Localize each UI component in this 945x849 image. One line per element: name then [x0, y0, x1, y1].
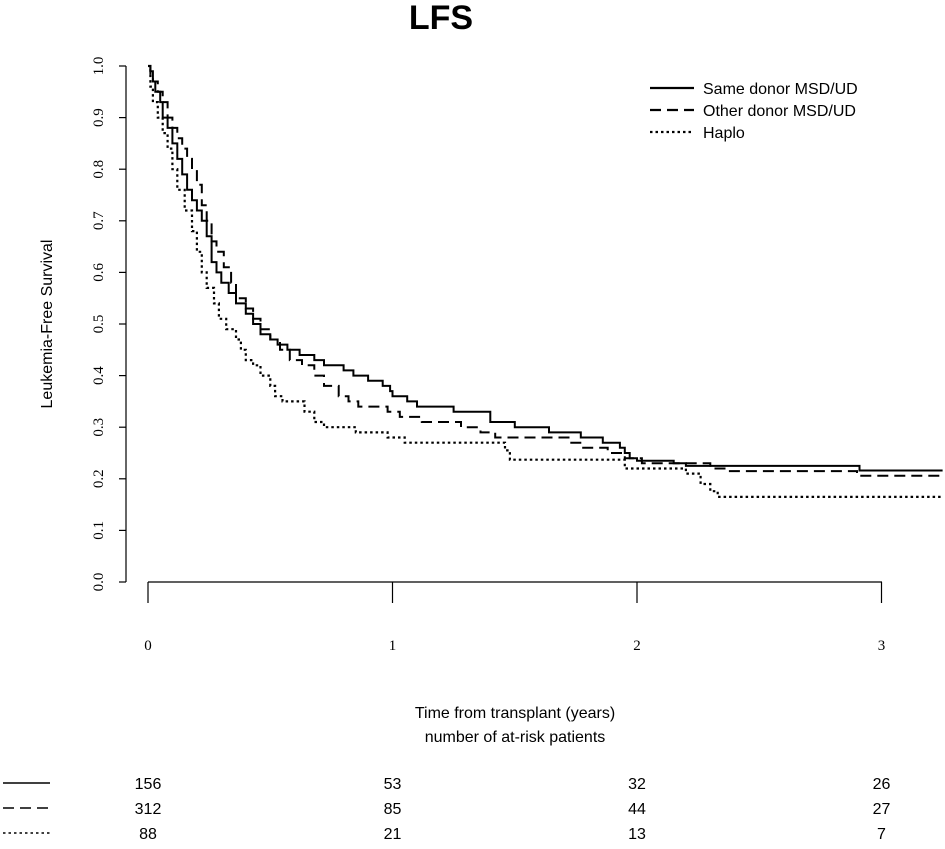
x-tick-label: 1: [389, 638, 397, 654]
y-tick-label: 0.6: [91, 263, 107, 282]
plot-area: 0.0 0.1 0.2 0.3 0.4 0.5 0.6 0.7 0.8 0.9 1.0 0 1 2 3: [91, 57, 943, 654]
at-risk-count: 312: [135, 801, 162, 818]
at-risk-count: 32: [628, 776, 646, 793]
at-risk-count: 44: [628, 801, 646, 818]
y-tick-label: 0.1: [91, 521, 107, 540]
y-tick-label: 0.0: [91, 573, 107, 592]
y-tick-label: 0.7: [91, 211, 107, 230]
series-line-1: [148, 65, 943, 472]
legend-label-2: Other donor MSD/UD: [703, 103, 856, 120]
at-risk-count: 88: [139, 826, 157, 843]
at-risk-count: 21: [384, 826, 402, 843]
y-axis-ticks: 0.0 0.1 0.2 0.3 0.4 0.5 0.6 0.7 0.8 0.9 1.0: [91, 57, 126, 592]
series-line-3: [148, 64, 943, 498]
at-risk-count: 26: [873, 776, 891, 793]
legend-label-3: Haplo: [703, 125, 745, 142]
y-tick-label: 0.4: [91, 366, 107, 385]
x-axis-ticks: 0 1 2 3: [144, 582, 885, 654]
y-axis-label: Leukemia-Free Survival: [39, 240, 56, 409]
x-tick-label: 2: [633, 638, 641, 654]
y-tick-label: 0.9: [91, 108, 107, 127]
x-tick-label: 3: [878, 638, 886, 654]
chart-title: LFS: [409, 0, 473, 37]
at-risk-count: 85: [384, 801, 402, 818]
at-risk-title: number of at-risk patients: [425, 729, 606, 746]
x-tick-label: 0: [144, 638, 152, 654]
at-risk-count: 53: [384, 776, 402, 793]
at-risk-table: 156 53 32 26 312 85 44 27 88 21 13 7: [3, 776, 891, 843]
y-tick-label: 1.0: [91, 57, 107, 76]
series-line-2: [148, 65, 943, 477]
legend-label-1: Same donor MSD/UD: [703, 81, 858, 98]
at-risk-count: 13: [628, 826, 646, 843]
legend: Same donor MSD/UD Other donor MSD/UD Haplo: [650, 81, 858, 142]
survival-curves: [148, 64, 943, 498]
y-tick-label: 0.5: [91, 315, 107, 334]
at-risk-count: 7: [877, 826, 886, 843]
at-risk-count: 27: [873, 801, 891, 818]
at-risk-count: 156: [135, 776, 162, 793]
y-tick-label: 0.3: [91, 418, 107, 437]
y-tick-label: 0.8: [91, 160, 107, 179]
y-tick-label: 0.2: [91, 469, 107, 488]
x-axis-label: Time from transplant (years): [415, 705, 615, 722]
